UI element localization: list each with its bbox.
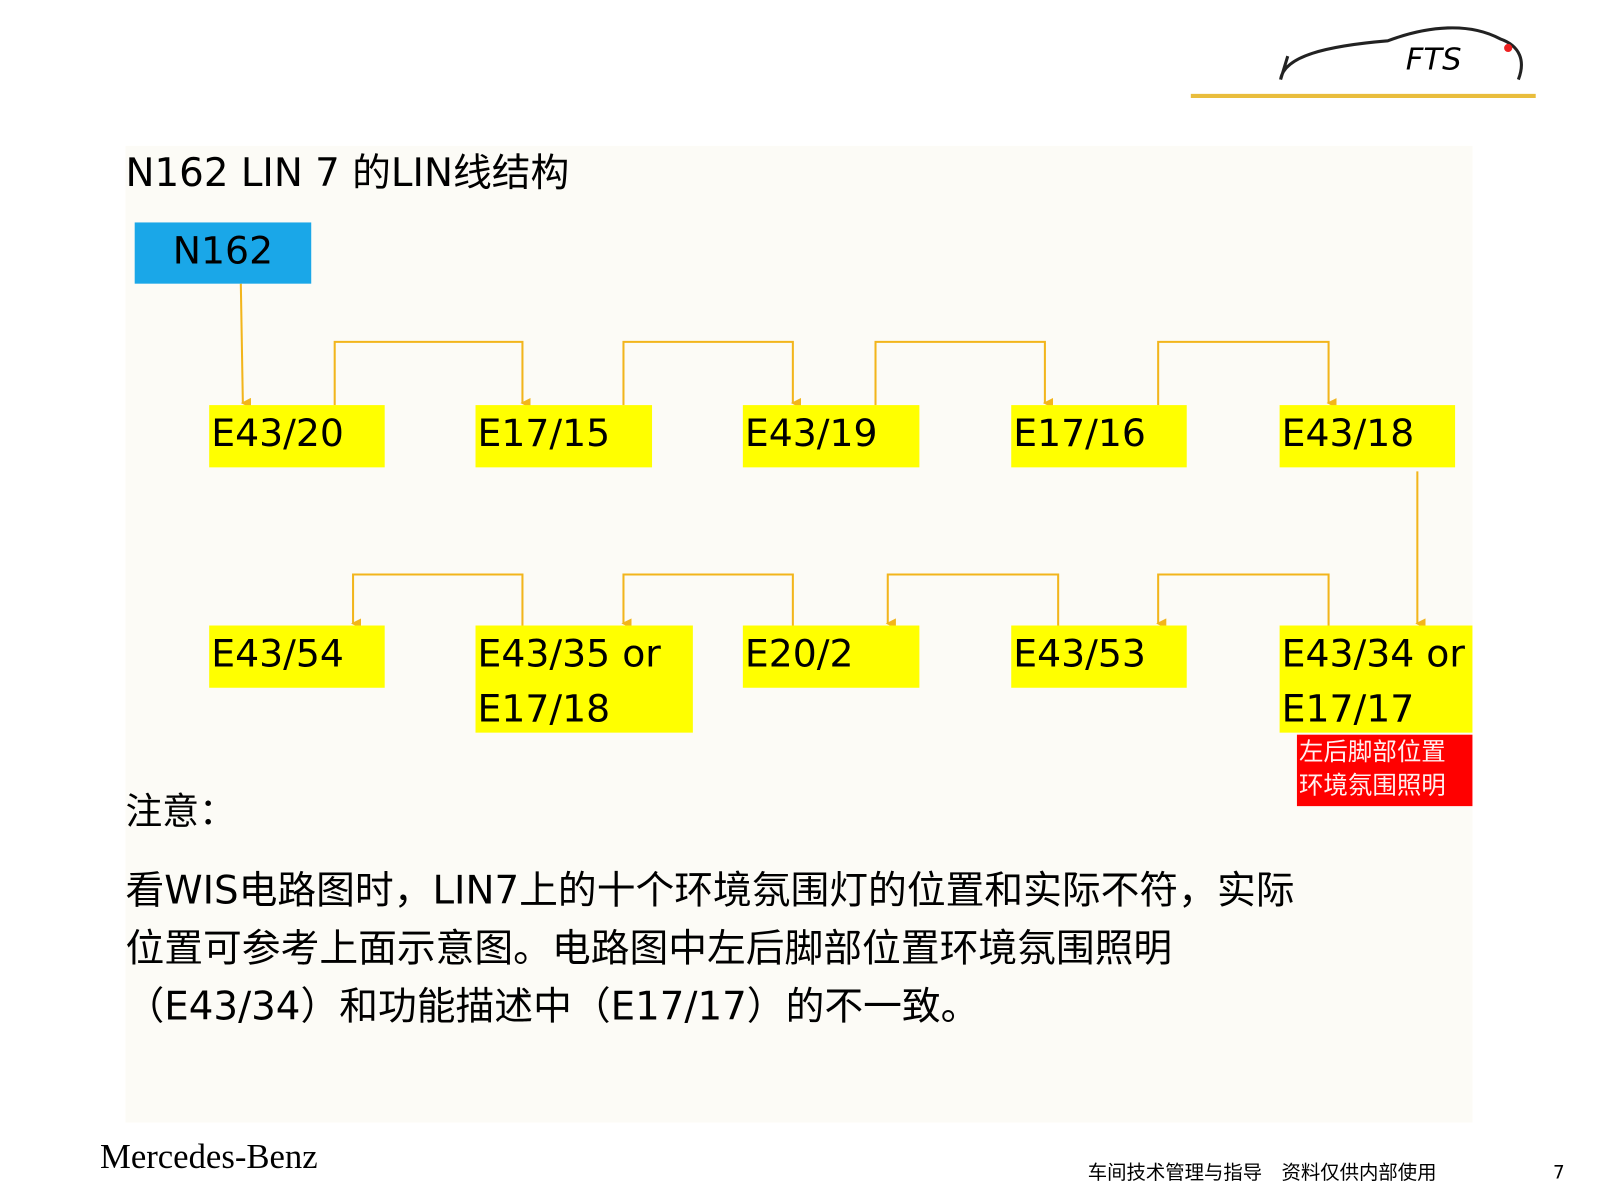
node-label: E17/16 — [1013, 411, 1146, 455]
logo-text: FTS — [1406, 43, 1462, 78]
node-box — [209, 405, 385, 468]
brand: Mercedes-Benz — [100, 1137, 318, 1176]
note-heading: 注意： — [126, 790, 236, 833]
note-line: 位置可参考上面示意图。电路图中左后脚部位置环境氛围照明 — [126, 927, 1173, 972]
node-box — [1279, 405, 1456, 468]
node-label: E43/19 — [745, 411, 878, 455]
node-label: E43/20 — [211, 411, 344, 455]
logo-car — [1279, 26, 1523, 81]
callout-box — [1296, 734, 1473, 807]
node-label: E17/17 — [1282, 687, 1415, 731]
connectors — [239, 283, 1426, 629]
node-label: N162 — [173, 229, 273, 273]
node-label: E43/53 — [1013, 632, 1146, 676]
node-box — [1011, 405, 1187, 468]
node-box — [209, 625, 385, 688]
footer-note: 车间技术管理与指导 资料仅供内部使用 — [1088, 1161, 1437, 1184]
node-label: E17/18 — [478, 687, 611, 731]
node-label: E43/35 or — [478, 632, 662, 676]
logo-light — [1504, 43, 1513, 53]
node-box — [742, 625, 920, 688]
node-box — [475, 405, 653, 468]
note-line: （E43/34）和功能描述中（E17/17）的不一致。 — [126, 985, 980, 1030]
title: N162 LIN 7 的LIN线结构 — [126, 151, 570, 196]
callout-text: 左后脚部位置 — [1299, 737, 1446, 766]
page-number: 7 — [1553, 1162, 1565, 1183]
node-box — [475, 625, 693, 733]
node-label: E17/15 — [478, 411, 611, 455]
node-label: E43/18 — [1282, 411, 1415, 455]
node-label: E43/54 — [211, 632, 344, 676]
node-label: E43/34 or — [1282, 632, 1466, 676]
note-line: 看WIS电路图时，LIN7上的十个环境氛围灯的位置和实际不符，实际 — [126, 868, 1295, 913]
node-box — [1011, 625, 1187, 688]
node-box — [134, 222, 312, 284]
node-label: E20/2 — [745, 632, 854, 676]
node-box — [742, 405, 920, 468]
callout-text: 环境氛围照明 — [1299, 771, 1446, 800]
node-box — [1279, 625, 1473, 733]
